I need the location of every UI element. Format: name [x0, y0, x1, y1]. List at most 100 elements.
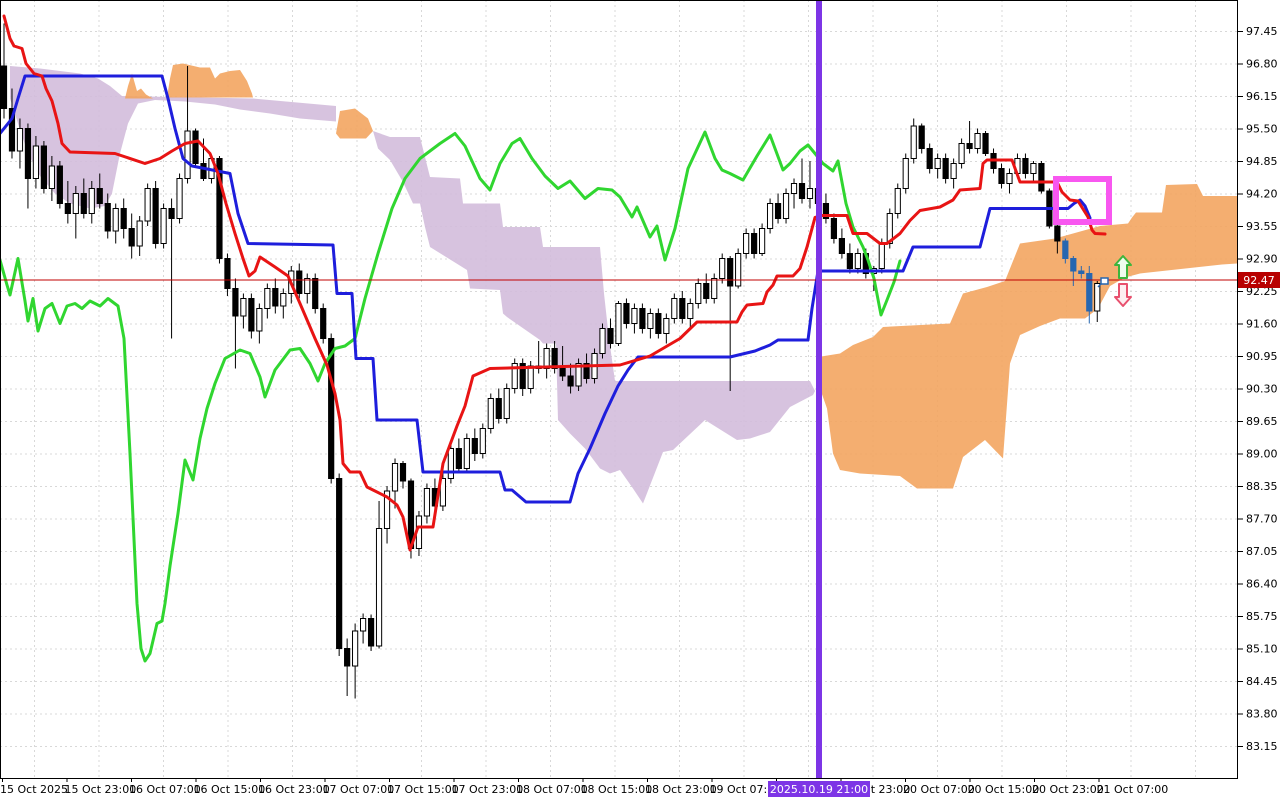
candlestick[interactable]	[455, 438, 462, 474]
candlestick[interactable]	[391, 458, 399, 509]
price-flag-marker[interactable]	[1097, 277, 1109, 288]
candlestick[interactable]	[0, 23, 8, 119]
candlestick[interactable]	[543, 343, 550, 379]
candlestick[interactable]	[423, 483, 431, 524]
candlestick[interactable]	[144, 183, 151, 227]
candlestick[interactable]	[934, 153, 941, 179]
candlestick[interactable]	[224, 253, 231, 297]
candlestick[interactable]	[96, 173, 103, 209]
candlestick[interactable]	[1062, 238, 1069, 264]
candlestick[interactable]	[918, 123, 925, 154]
candlestick[interactable]	[719, 253, 726, 284]
candlestick[interactable]	[1094, 281, 1101, 322]
candlestick[interactable]	[272, 278, 279, 314]
candlestick[interactable]	[128, 213, 135, 259]
candlestick[interactable]	[375, 501, 383, 649]
candlestick[interactable]	[1038, 161, 1045, 194]
candlestick[interactable]	[982, 131, 989, 156]
candlestick[interactable]	[399, 461, 407, 489]
candlestick[interactable]	[495, 388, 502, 424]
candlestick[interactable]	[352, 623, 359, 699]
buy-signal-arrow-icon[interactable]	[1114, 255, 1132, 279]
candlestick[interactable]	[910, 118, 917, 164]
candlestick[interactable]	[1086, 266, 1093, 324]
y-axis[interactable]: 97.45 96.80 96.15 95.50 94.85 94.20 93.55 92.90…	[1238, 25, 1280, 753]
candlestick[interactable]	[336, 473, 343, 657]
candlestick[interactable]	[1006, 168, 1013, 194]
highlight-rectangle[interactable]	[1053, 176, 1112, 225]
candlestick[interactable]	[296, 263, 303, 299]
candlestick[interactable]	[854, 248, 861, 274]
candlestick[interactable]	[663, 313, 670, 344]
candlestick[interactable]	[16, 118, 24, 169]
candlestick[interactable]	[503, 383, 510, 424]
candlestick[interactable]	[671, 293, 678, 324]
candlestick[interactable]	[176, 173, 183, 224]
candlestick[interactable]	[192, 128, 199, 167]
candlestick[interactable]	[631, 303, 638, 334]
candlestick[interactable]	[1054, 223, 1061, 254]
candlestick[interactable]	[320, 303, 327, 344]
candlestick[interactable]	[942, 153, 949, 184]
candlestick[interactable]	[639, 303, 646, 334]
sell-signal-arrow-icon[interactable]	[1114, 283, 1132, 307]
candlestick[interactable]	[360, 613, 367, 644]
candlestick[interactable]	[766, 198, 774, 234]
candlestick[interactable]	[168, 198, 175, 339]
candlestick[interactable]	[367, 614, 375, 652]
candlestick[interactable]	[344, 638, 351, 697]
candlestick[interactable]	[806, 161, 814, 209]
candlestick[interactable]	[607, 318, 614, 349]
candlestick[interactable]	[782, 188, 790, 224]
candlestick[interactable]	[104, 193, 111, 239]
candlestick[interactable]	[264, 283, 271, 319]
candlestick[interactable]	[894, 183, 901, 219]
candlestick[interactable]	[1078, 266, 1085, 279]
candlestick[interactable]	[751, 228, 758, 259]
candlestick[interactable]	[575, 358, 582, 392]
candlestick[interactable]	[152, 181, 159, 249]
candlestick[interactable]	[687, 298, 694, 329]
candlestick[interactable]	[679, 291, 686, 324]
candlestick[interactable]	[703, 273, 710, 304]
candlestick[interactable]	[136, 216, 143, 256]
candlestick[interactable]	[958, 138, 965, 169]
candlestick[interactable]	[40, 141, 47, 194]
candlestick[interactable]	[72, 186, 79, 239]
candlestick[interactable]	[599, 323, 606, 359]
candlestick[interactable]	[240, 293, 247, 329]
candlestick[interactable]	[846, 243, 853, 274]
candlestick[interactable]	[487, 393, 494, 434]
candlestick[interactable]	[711, 273, 718, 304]
candlestick[interactable]	[974, 128, 981, 154]
candlestick[interactable]	[471, 428, 478, 462]
candlestick[interactable]	[463, 433, 470, 474]
candlestick[interactable]	[623, 298, 630, 329]
candlestick[interactable]	[519, 358, 526, 397]
candlestick[interactable]	[950, 158, 957, 189]
candlestick[interactable]	[615, 301, 622, 346]
candlestick[interactable]	[479, 423, 486, 459]
candlestick[interactable]	[56, 161, 63, 209]
candlestick[interactable]	[8, 88, 16, 159]
candlestick[interactable]	[1022, 153, 1029, 179]
candlestick[interactable]	[998, 163, 1005, 189]
candlestick[interactable]	[774, 193, 782, 224]
candlestick[interactable]	[655, 308, 662, 339]
candlestick[interactable]	[559, 346, 566, 381]
candlestick[interactable]	[88, 181, 95, 224]
candlestick[interactable]	[120, 198, 127, 239]
candlestick[interactable]	[24, 123, 32, 209]
candlestick[interactable]	[1030, 161, 1037, 184]
candlestick[interactable]	[822, 193, 830, 224]
candlestick[interactable]	[1070, 256, 1077, 286]
candlestick[interactable]	[902, 153, 909, 194]
candlestick[interactable]	[838, 228, 845, 259]
candlestick[interactable]	[798, 158, 806, 204]
candlestick[interactable]	[112, 203, 119, 244]
candlestick[interactable]	[248, 293, 255, 339]
candlestick[interactable]	[830, 213, 838, 244]
candlestick[interactable]	[647, 308, 654, 339]
